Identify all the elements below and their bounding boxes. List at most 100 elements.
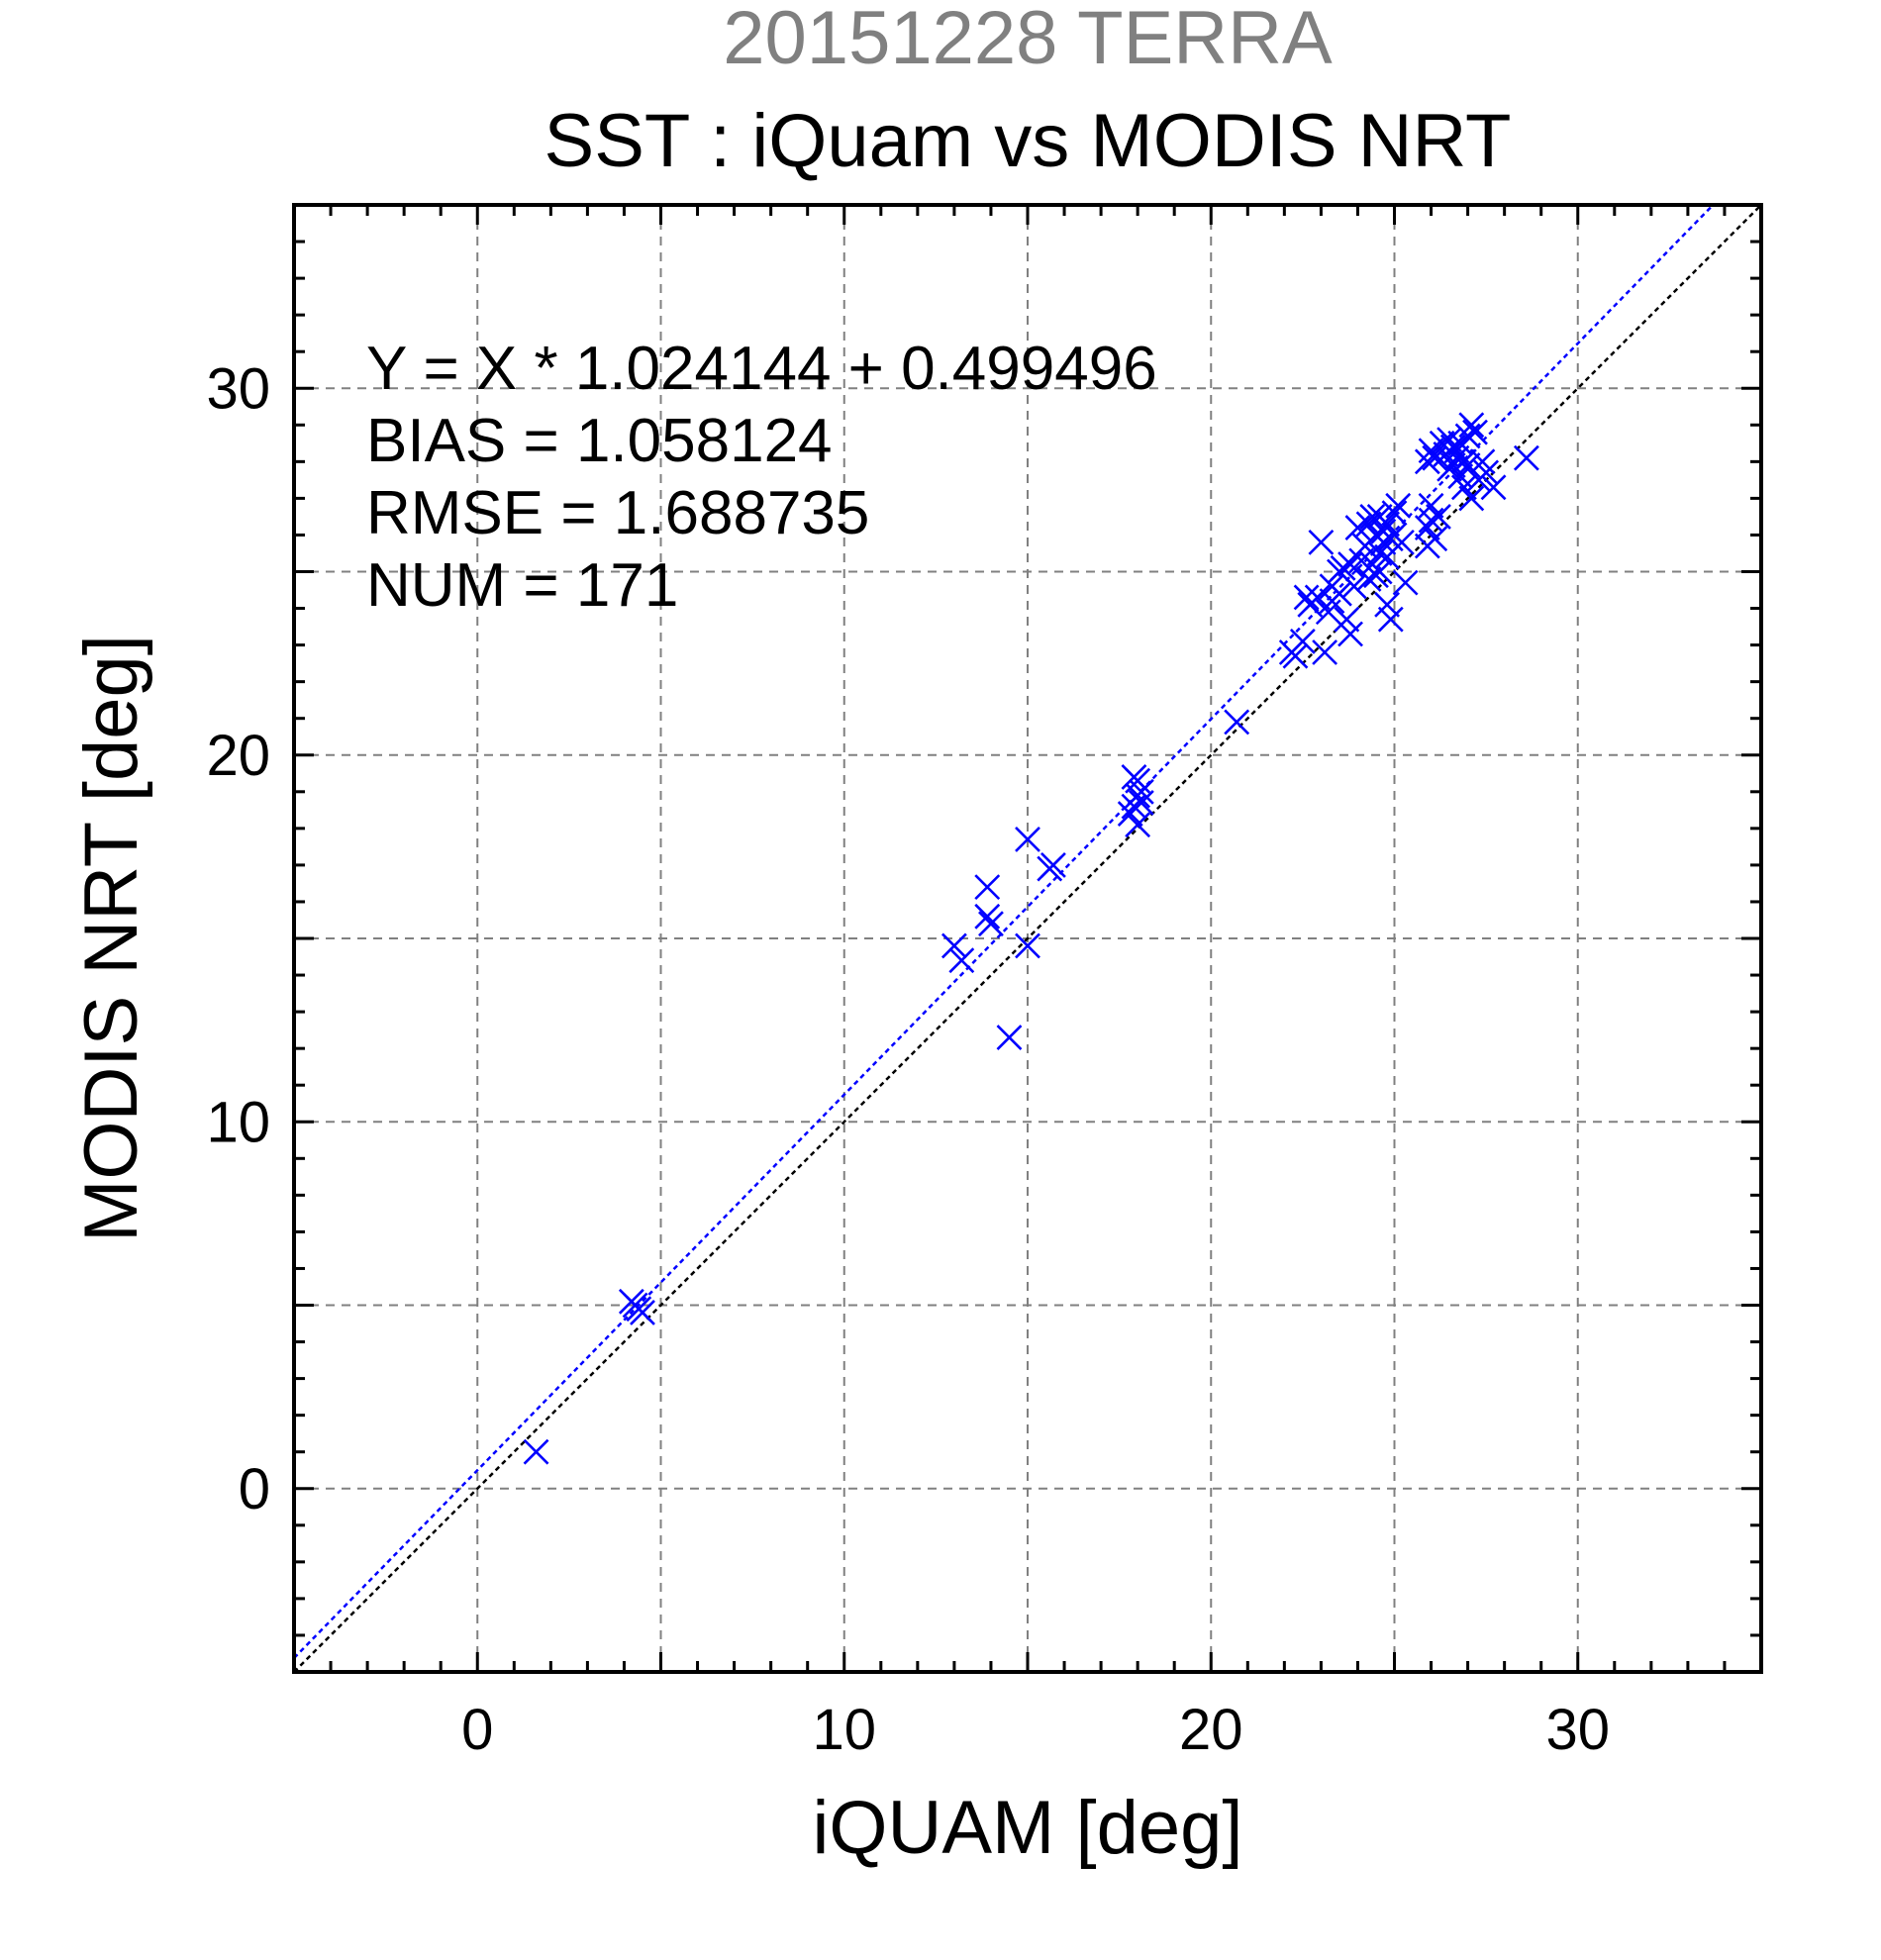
data-point [1454, 452, 1481, 478]
data-point [1377, 606, 1404, 633]
x-tick-label: 0 [461, 1698, 493, 1762]
data-point-stroke [974, 903, 1001, 930]
data-point [1337, 621, 1363, 647]
data-point-stroke [1374, 511, 1401, 538]
data-point [1458, 412, 1485, 439]
data-point [1450, 474, 1477, 501]
data-point [1121, 764, 1147, 790]
data-point [1040, 851, 1066, 878]
data-point [1480, 474, 1507, 501]
data-point-stroke [1480, 474, 1507, 501]
y-tick-label: 30 [206, 356, 270, 421]
data-point-stroke [948, 947, 975, 974]
data-point-stroke [1366, 558, 1393, 585]
y-tick-label: 10 [206, 1090, 270, 1154]
data-point [974, 874, 1001, 901]
y-tick-label: 20 [206, 724, 270, 788]
data-point [1426, 504, 1451, 530]
data-point-stroke [618, 1288, 644, 1315]
data-point-stroke [1224, 709, 1250, 735]
x-tick-label: 10 [812, 1698, 876, 1762]
data-point [523, 1438, 549, 1465]
data-point-stroke [1312, 639, 1338, 665]
stats-line: NUM = 171 [366, 551, 678, 620]
data-point-stroke [1418, 492, 1444, 519]
data-point-stroke [1121, 764, 1147, 790]
data-point-stroke [974, 874, 1001, 901]
data-point-stroke [1015, 827, 1040, 852]
chart-supertitle: 20151228 TERRA [723, 0, 1333, 80]
data-point-stroke [1304, 584, 1331, 611]
data-point-stroke [1450, 474, 1477, 501]
data-point-stroke [1422, 526, 1448, 552]
data-point-stroke [1128, 789, 1154, 816]
data-point [1422, 526, 1448, 552]
data-point-stroke [1454, 452, 1481, 478]
data-point-stroke [996, 1025, 1023, 1050]
data-point-stroke [1436, 427, 1462, 453]
data-point [1418, 507, 1444, 534]
data-point-stroke [1426, 504, 1451, 530]
data-point-stroke [1289, 628, 1316, 654]
data-point-stroke [978, 911, 1004, 937]
data-point [978, 911, 1004, 937]
x-tick-label: 30 [1545, 1698, 1610, 1762]
x-tick-label: 20 [1179, 1698, 1243, 1762]
data-point [1128, 789, 1154, 816]
data-point [1293, 584, 1320, 611]
data-point-stroke [1381, 500, 1408, 527]
data-point-stroke [1418, 438, 1444, 464]
data-point [1462, 419, 1488, 445]
data-point-stroke [523, 1438, 549, 1465]
data-point-stroke [1125, 812, 1151, 838]
stats-line: RMSE = 1.688735 [366, 479, 869, 547]
data-point [618, 1288, 644, 1315]
y-axis-label: MODIS NRT [deg] [69, 635, 153, 1242]
data-points [523, 412, 1539, 1465]
data-point [1355, 511, 1382, 538]
data-point-stroke [1348, 547, 1375, 574]
stats-line: BIAS = 1.058124 [366, 407, 833, 475]
data-point [1359, 504, 1386, 530]
data-point [1458, 485, 1485, 512]
data-point-stroke [1374, 591, 1401, 618]
data-point [1289, 628, 1316, 654]
data-point-stroke [1458, 485, 1485, 512]
data-point [1330, 554, 1356, 581]
data-point-stroke [1334, 606, 1360, 633]
data-point-stroke [940, 932, 967, 959]
data-point [1282, 642, 1309, 669]
data-point [1224, 709, 1250, 735]
data-point-stroke [1377, 606, 1404, 633]
chart-title: SST : iQuam vs MODIS NRT [544, 99, 1512, 183]
data-point-stroke [1340, 573, 1367, 600]
data-point [996, 1025, 1023, 1050]
data-point [1334, 606, 1360, 633]
data-point-stroke [1308, 529, 1335, 555]
data-point [1308, 529, 1335, 555]
data-point [940, 932, 967, 959]
data-point [1015, 932, 1040, 959]
data-point-stroke [1040, 851, 1066, 878]
x-axis-label: iQUAM [deg] [812, 1786, 1242, 1870]
data-point [1355, 565, 1382, 592]
data-point [1374, 591, 1401, 618]
data-point-stroke [1385, 492, 1412, 519]
data-point-stroke [1128, 778, 1154, 805]
data-point-stroke [1462, 419, 1488, 445]
data-point [1385, 492, 1412, 519]
grid-lines [294, 205, 1761, 1672]
data-point [1513, 444, 1539, 471]
data-point [1312, 639, 1338, 665]
y-tick-label: 0 [239, 1457, 270, 1521]
data-point-stroke [1359, 504, 1386, 530]
data-point-stroke [1355, 565, 1382, 592]
data-point [1392, 569, 1419, 596]
data-point-stroke [1355, 511, 1382, 538]
data-point-stroke [1458, 412, 1485, 439]
tick-labels: 0 10 20 30 0 10 20 30 [206, 356, 1610, 1762]
data-point-stroke [1513, 444, 1539, 471]
data-point [974, 903, 1001, 930]
data-point-stroke [1015, 932, 1040, 959]
